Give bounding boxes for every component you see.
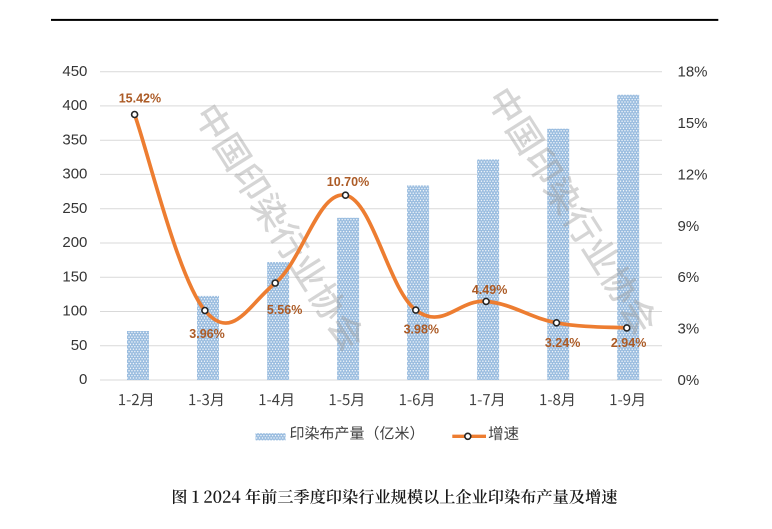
svg-text:150: 150 bbox=[62, 268, 87, 285]
svg-text:450: 450 bbox=[62, 63, 87, 80]
svg-text:3.24%: 3.24% bbox=[545, 336, 580, 350]
svg-text:400: 400 bbox=[62, 97, 87, 114]
svg-text:9%: 9% bbox=[678, 218, 700, 235]
svg-text:0%: 0% bbox=[678, 372, 700, 389]
svg-text:3.96%: 3.96% bbox=[189, 327, 224, 341]
svg-text:250: 250 bbox=[62, 200, 87, 217]
svg-text:3%: 3% bbox=[678, 321, 700, 338]
svg-text:15%: 15% bbox=[678, 115, 708, 132]
svg-text:18%: 18% bbox=[678, 64, 708, 81]
svg-text:50: 50 bbox=[71, 337, 88, 354]
svg-text:15.42%: 15.42% bbox=[119, 91, 161, 105]
svg-text:10.70%: 10.70% bbox=[327, 175, 369, 189]
svg-text:5.56%: 5.56% bbox=[267, 303, 302, 317]
svg-text:350: 350 bbox=[62, 131, 87, 148]
svg-text:200: 200 bbox=[62, 234, 87, 251]
svg-text:100: 100 bbox=[62, 303, 87, 320]
svg-text:0: 0 bbox=[79, 371, 87, 388]
svg-text:12%: 12% bbox=[678, 166, 708, 183]
svg-text:6%: 6% bbox=[678, 269, 700, 286]
svg-text:2.94%: 2.94% bbox=[611, 336, 646, 350]
svg-text:3.98%: 3.98% bbox=[404, 322, 439, 336]
svg-text:4.49%: 4.49% bbox=[472, 283, 507, 297]
svg-text:300: 300 bbox=[62, 166, 87, 183]
